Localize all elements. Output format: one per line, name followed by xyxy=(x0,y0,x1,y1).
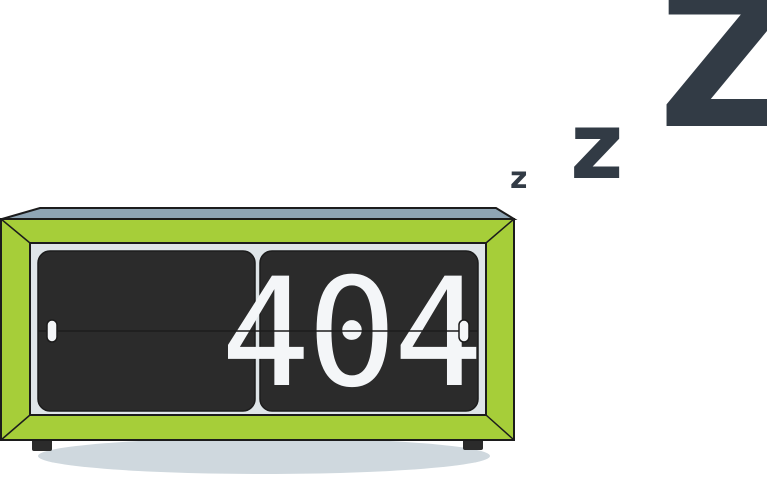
error-code-digits: 404 xyxy=(221,247,480,421)
hinge-left-icon xyxy=(46,319,58,343)
small-z-text: z xyxy=(510,161,527,196)
large-z-text: Z xyxy=(658,0,767,171)
clock-frame-bevel xyxy=(0,218,515,441)
hinge-right-icon xyxy=(458,319,470,343)
clock-top-lid xyxy=(1,207,518,220)
clock-shadow xyxy=(38,438,490,474)
medium-z-text: z xyxy=(570,93,624,200)
